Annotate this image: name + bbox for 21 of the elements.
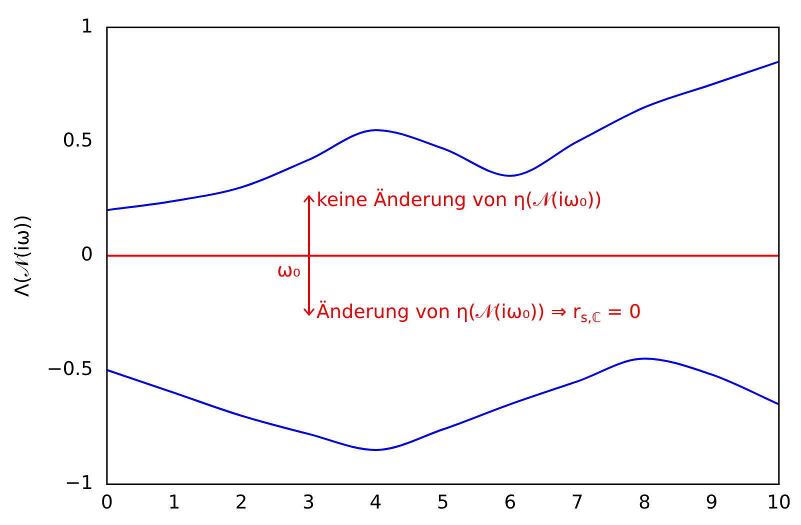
y-axis-title: Λ(𝒩(iω)) xyxy=(11,214,34,297)
annotation: ω₀ xyxy=(277,260,301,282)
x-tick-label: 1 xyxy=(168,492,180,514)
x-tick-label: 4 xyxy=(370,492,382,514)
line-series xyxy=(106,60,779,212)
y-tick-label: −0.5 xyxy=(46,358,93,380)
x-tick-label: 7 xyxy=(571,492,584,514)
x-tick-label: 5 xyxy=(436,492,449,514)
y-tick-label: 0 xyxy=(80,244,93,266)
x-tick-label: 3 xyxy=(302,492,315,514)
y-tick-label: −1 xyxy=(64,472,93,494)
x-tick-label: 9 xyxy=(706,492,718,514)
x-tick-label: 10 xyxy=(766,492,792,514)
x-tick-label: 2 xyxy=(235,492,248,514)
line-series xyxy=(106,358,779,451)
y-tick-label: 1 xyxy=(80,15,93,38)
x-tick-label: 8 xyxy=(638,492,651,514)
x-tick-label: 6 xyxy=(504,492,516,514)
annotation: keine Änderung von η(𝒩(iω₀)) xyxy=(316,188,602,211)
y-tick-label: 0.5 xyxy=(62,130,93,152)
x-tick-label: 0 xyxy=(100,492,113,514)
